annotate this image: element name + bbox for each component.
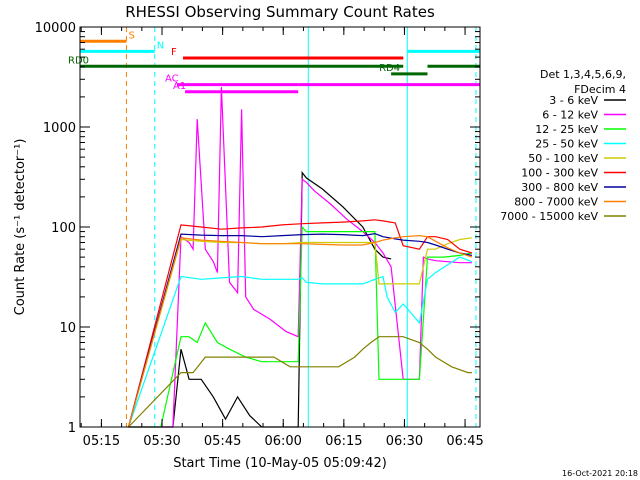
y-tick-label-4: 10000 (35, 21, 76, 36)
series-line-5 (127, 219, 473, 428)
series-line-6 (127, 232, 473, 428)
x-tick-label-4: 06:15 (325, 434, 362, 449)
flag-label-rd4: RD4 (379, 63, 400, 74)
legend-entry-label-2: 12 - 25 keV (535, 123, 598, 136)
legend-entry-label-4: 50 - 100 keV (528, 152, 598, 165)
x-axis-label: Start Time (10-May-05 05:09:42) (173, 456, 387, 471)
footer-timestamp: 16-Oct-2021 20:18 (562, 469, 638, 478)
chart-title: RHESSI Observing Summary Count Rates (125, 3, 435, 21)
series-line-7 (127, 234, 473, 428)
legend-entry-label-1: 6 - 12 keV (542, 109, 598, 122)
x-tick-label-3: 06:00 (264, 434, 301, 449)
legend-entry-label-7: 800 - 7000 keV (514, 196, 598, 209)
legend-entry-label-3: 25 - 50 keV (535, 138, 598, 151)
legend-entry-label-6: 300 - 800 keV (521, 181, 598, 194)
x-tick-label-2: 05:45 (204, 434, 241, 449)
flag-label-a1: A1 (173, 81, 186, 92)
x-tick-label-5: 06:30 (386, 434, 423, 449)
legend-header-line-0: Det 1,3,4,5,6,9, (540, 68, 626, 81)
series-line-4 (127, 237, 472, 428)
series-line-8 (128, 336, 472, 428)
x-tick-label-0: 05:15 (83, 434, 120, 449)
flag-label-n: N (157, 40, 164, 51)
legend-entry-label-5: 100 - 300 keV (521, 167, 598, 180)
x-tick-label-6: 06:45 (446, 434, 483, 449)
series-line-3 (127, 256, 473, 428)
flag-label-ac: AC (165, 74, 179, 85)
x-tick-label-1: 05:30 (143, 434, 180, 449)
y-tick-label-3: 1000 (43, 121, 76, 136)
flag-label-s: S (128, 30, 134, 41)
flag-label-f: F (171, 47, 177, 58)
legend-entry-label-0: 3 - 6 keV (549, 94, 598, 107)
series-line-0 (128, 170, 392, 428)
y-tick-label-2: 100 (51, 221, 76, 236)
y-axis-label: Count Rate (s⁻¹ detector⁻¹) (13, 139, 28, 316)
series-line-2 (128, 225, 473, 428)
series-line-1 (128, 87, 472, 428)
y-tick-label-0: 1 (68, 421, 76, 436)
flag-label-rd0: RD0 (68, 55, 89, 66)
legend-entry-label-8: 7000 - 15000 keV (500, 210, 598, 223)
y-tick-label-1: 10 (59, 321, 76, 336)
legend-header-line-1: FDecim 4 (574, 83, 626, 96)
